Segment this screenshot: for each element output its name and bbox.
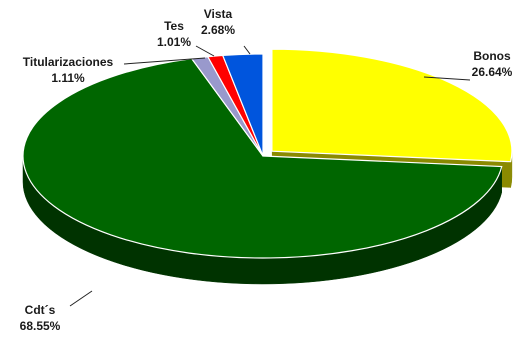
- slice-label-vista: Vista: [204, 7, 233, 21]
- pie-slice-vista: [221, 53, 264, 157]
- pie-tops: [22, 48, 513, 259]
- leader-line-vista: [243, 45, 251, 55]
- slice-value-vista: 2.68%: [201, 23, 235, 37]
- slice-label-titularizaciones: Titularizaciones: [23, 55, 114, 69]
- slice-value-cdts: 68.55%: [20, 319, 61, 333]
- pie-slice-bonos: [271, 48, 513, 163]
- slice-label-cdts: Cdt´s: [25, 303, 56, 317]
- pie-slice-cdts: [22, 57, 503, 259]
- slice-label-tes: Tes: [164, 19, 184, 33]
- leader-line-tes: [195, 45, 215, 57]
- slice-value-bonos: 26.64%: [472, 65, 513, 79]
- leader-line-cdts: [69, 290, 93, 307]
- leader-line-titularizaciones: [123, 57, 206, 65]
- slice-label-bonos: Bonos: [473, 49, 511, 63]
- pie-labels: Bonos 26.64% Cdt´s 68.55% Titularizaciones 1.…: [20, 7, 513, 333]
- leader-line-bonos: [423, 76, 471, 81]
- slice-value-titularizaciones: 1.11%: [51, 71, 85, 85]
- slice-value-tes: 1.01%: [157, 35, 191, 49]
